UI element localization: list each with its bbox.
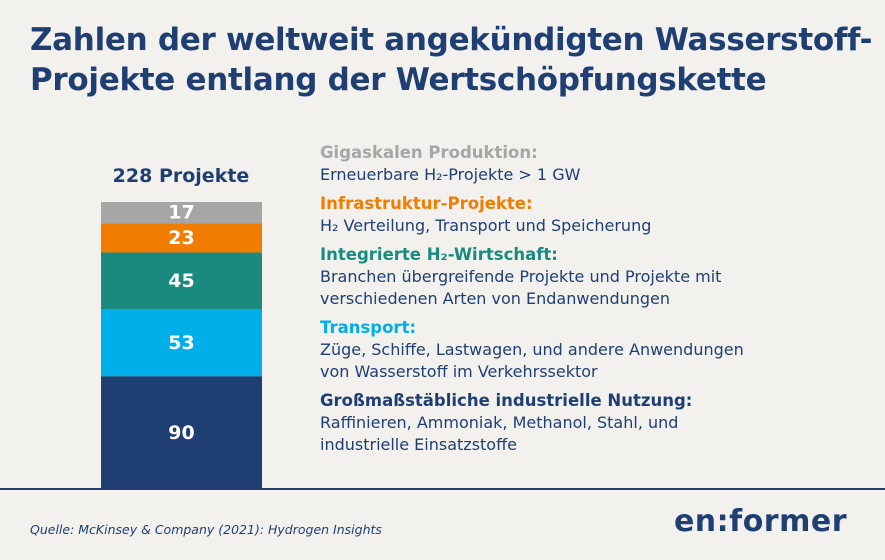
total-label: 228 Projekte bbox=[112, 165, 250, 187]
legend-item-description: Erneuerbare H₂-Projekte > 1 GW bbox=[320, 164, 860, 186]
legend: Gigaskalen Produktion: Erneuerbare H₂-Pro… bbox=[320, 142, 860, 463]
footer-divider bbox=[0, 488, 885, 490]
legend-item-title: Integrierte H₂-Wirtschaft: bbox=[320, 245, 558, 264]
legend-item-title: Gigaskalen Produktion: bbox=[320, 143, 538, 162]
bar-segment-label: 17 bbox=[168, 202, 194, 224]
bar-segment-label: 45 bbox=[168, 270, 194, 292]
legend-description-line: Züge, Schiffe, Lastwagen, und andere Anw… bbox=[320, 340, 744, 359]
legend-item-description: Branchen übergreifende Projekte und Proj… bbox=[320, 266, 860, 310]
bar-segment bbox=[101, 376, 262, 490]
stacked-bar-chart: 17 23 45 53 90 bbox=[101, 202, 262, 490]
legend-item-description: Raffinieren, Ammoniak, Methanol, Stahl, … bbox=[320, 412, 860, 456]
legend-description-line: von Wasserstoff im Verkehrssektor bbox=[320, 362, 598, 381]
bar-segment-label: 90 bbox=[168, 422, 194, 444]
bar-segment-label: 23 bbox=[168, 227, 194, 249]
bar-segment-label: 53 bbox=[168, 332, 194, 354]
legend-item: Gigaskalen Produktion: Erneuerbare H₂-Pro… bbox=[320, 142, 860, 186]
title-line-1: Zahlen der weltweit angekündigten Wasser… bbox=[30, 22, 873, 58]
source-note: Quelle: McKinsey & Company (2021): Hydro… bbox=[30, 522, 382, 537]
legend-description-line: Raffinieren, Ammoniak, Methanol, Stahl, … bbox=[320, 413, 679, 432]
legend-item: Großmaßstäbliche industrielle Nutzung: Ra… bbox=[320, 390, 860, 456]
legend-item: Transport: Züge, Schiffe, Lastwagen, und … bbox=[320, 317, 860, 383]
legend-item-title: Transport: bbox=[320, 318, 417, 337]
legend-item-description: Züge, Schiffe, Lastwagen, und andere Anw… bbox=[320, 339, 860, 383]
legend-description-line: H₂ Verteilung, Transport und Speicherung bbox=[320, 216, 652, 235]
title-line-2: Projekte entlang der Wertschöpfungskette bbox=[30, 62, 767, 98]
legend-description-line: Erneuerbare H₂-Projekte > 1 GW bbox=[320, 165, 581, 184]
legend-description-line: verschiedenen Arten von Endanwendungen bbox=[320, 289, 671, 308]
legend-item-description: H₂ Verteilung, Transport und Speicherung bbox=[320, 215, 860, 237]
page-title: Zahlen der weltweit angekündigten Wasser… bbox=[30, 20, 873, 100]
bar-segment bbox=[101, 252, 262, 310]
legend-item-title: Großmaßstäbliche industrielle Nutzung: bbox=[320, 391, 693, 410]
legend-item: Integrierte H₂-Wirtschaft: Branchen überg… bbox=[320, 244, 860, 310]
brand-logo: en:former bbox=[673, 504, 847, 539]
bar-segment bbox=[101, 202, 262, 224]
legend-description-line: Branchen übergreifende Projekte und Proj… bbox=[320, 267, 722, 286]
bar-segment bbox=[101, 223, 262, 253]
bar-segment bbox=[101, 309, 262, 377]
legend-item-title: Infrastruktur-Projekte: bbox=[320, 194, 533, 213]
legend-item: Infrastruktur-Projekte: H₂ Verteilung, Tr… bbox=[320, 193, 860, 237]
legend-description-line: industrielle Einsatzstoffe bbox=[320, 435, 517, 454]
